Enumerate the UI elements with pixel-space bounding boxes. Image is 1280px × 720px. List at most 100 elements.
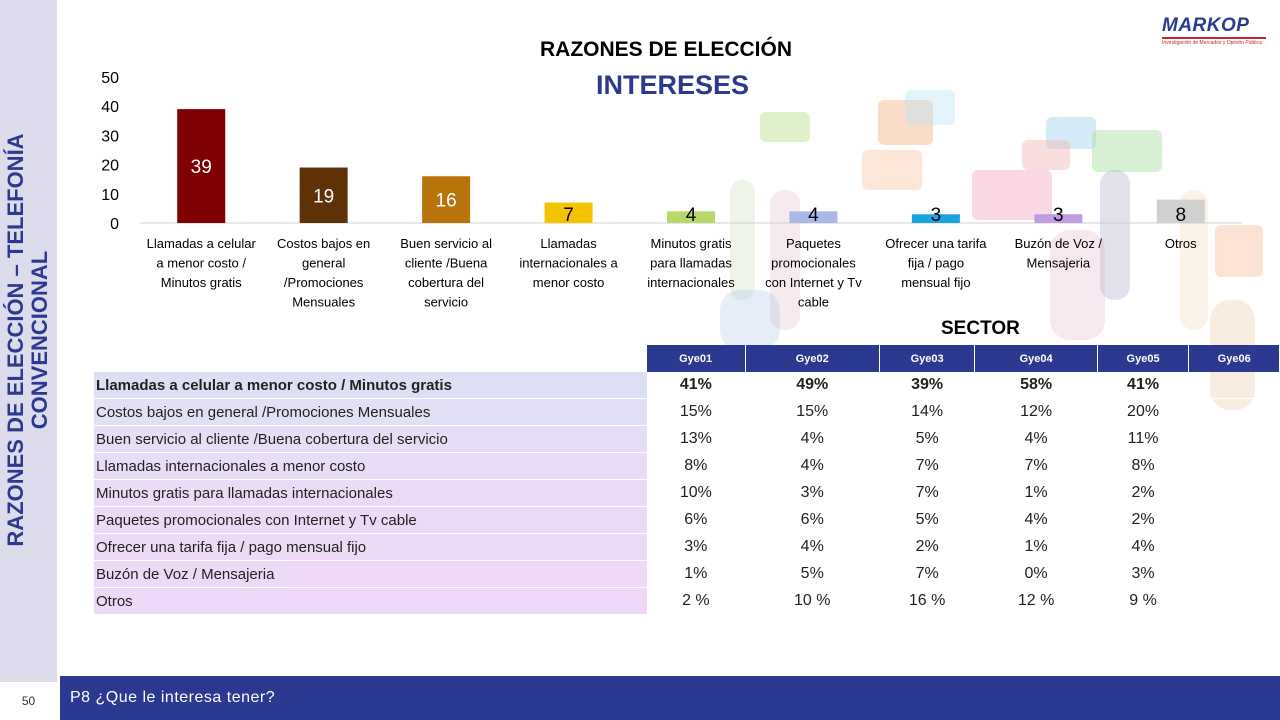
category-label-line: Llamadas — [540, 236, 597, 251]
table-cell: 3% — [1097, 560, 1189, 588]
table-cell: 5% — [879, 425, 975, 453]
bar — [789, 211, 838, 223]
y-axis: 0 10 20 30 40 50 — [101, 70, 119, 233]
table-header-blank — [94, 345, 647, 372]
speech-bubble-decoration — [1046, 117, 1096, 149]
table-cell: 10% — [646, 479, 746, 507]
y-tick-label: 20 — [101, 158, 119, 175]
table-cell — [1188, 560, 1280, 588]
category-label-line: para llamadas — [650, 256, 732, 271]
bar-value-label: 4 — [686, 205, 697, 226]
table-row-label: Minutos gratis para llamadas internacion… — [94, 479, 647, 507]
table-cell — [1188, 398, 1280, 426]
logo-tagline: Investigación de Mercados y Opinión Públ… — [1162, 40, 1262, 46]
sector-title: SECTOR — [941, 318, 1020, 339]
category-label-line: mensual fijo — [901, 275, 970, 290]
speech-bubble-decoration — [972, 170, 1052, 220]
table-row-label: Buzón de Voz / Mensajeria — [94, 560, 647, 588]
bar-value-label: 7 — [563, 205, 574, 226]
table-cell: 2 % — [646, 587, 746, 615]
y-tick-label: 30 — [101, 128, 119, 145]
logo-underline — [1162, 37, 1266, 39]
table-cell: 9 % — [1097, 587, 1189, 615]
bar — [177, 109, 226, 223]
table-cell: 58% — [974, 372, 1098, 399]
table-row: Paquetes promocionales con Internet y Tv… — [94, 506, 1280, 534]
table-cell: 41% — [646, 372, 746, 399]
table-cell: 11% — [1097, 425, 1189, 453]
table-row: Ofrecer una tarifa fija / pago mensual f… — [94, 533, 1280, 561]
category-label: Minutos gratis para llamadas internacional… — [647, 236, 735, 290]
y-tick-label: 50 — [101, 70, 119, 87]
category-label-line: menor costo — [533, 275, 605, 290]
table-cell: 15% — [646, 398, 746, 426]
bar-chart: 0 10 20 30 40 50 39 19 16 7 4 4 3 3 8 Llamadas a celu… — [101, 70, 1242, 310]
table-cell: 4% — [974, 425, 1098, 453]
category-label-line: cable — [798, 295, 829, 310]
table-header-cell: Gye02 — [745, 345, 880, 372]
table-cell: 1% — [974, 479, 1098, 507]
logo-brand: MARKOP — [1162, 15, 1250, 36]
table-cell: 4% — [974, 506, 1098, 534]
speech-bubble-decoration — [878, 100, 933, 145]
table-cell: 20% — [1097, 398, 1189, 426]
table-header-cell: Gye01 — [646, 345, 746, 372]
category-label: Buzón de Voz / Mensajeria — [1015, 236, 1103, 271]
table-cell: 7% — [879, 479, 975, 507]
table-cell: 7% — [879, 452, 975, 480]
chart-title: RAZONES DE ELECCIÓN — [540, 38, 793, 61]
category-label-line: a menor costo / — [156, 256, 246, 271]
table-cell: 1% — [646, 560, 746, 588]
table-row-label: Paquetes promocionales con Internet y Tv… — [94, 506, 647, 534]
footer-question: P8 ¿Que le interesa tener? — [60, 676, 1280, 720]
y-tick-label: 0 — [110, 216, 119, 233]
table-body: Llamadas a celular a menor costo / Minut… — [94, 372, 1280, 615]
bar — [911, 214, 960, 223]
category-label-line: cliente /Buena — [405, 256, 488, 271]
bar — [1034, 214, 1083, 223]
table-cell: 2% — [1097, 479, 1189, 507]
table-cell: 12 % — [974, 587, 1098, 615]
category-label-line: Ofrecer una tarifa — [885, 236, 987, 251]
person-figure-decoration — [730, 180, 755, 300]
table-cell: 1% — [974, 533, 1098, 561]
table-cell: 2% — [879, 533, 975, 561]
category-label-line: fija / pago — [908, 256, 964, 271]
table-cell: 15% — [745, 398, 880, 426]
bar-value-label: 4 — [808, 205, 819, 226]
category-label: Ofrecer una tarifa fija / pago mensual fij… — [885, 236, 987, 290]
speech-bubble-decoration — [862, 150, 922, 190]
bar — [299, 167, 348, 223]
category-label: Costos bajos en general/Promociones Mensua… — [277, 236, 370, 310]
table-row: Buen servicio al cliente /Buena cobertur… — [94, 425, 1280, 453]
table-cell: 41% — [1097, 372, 1189, 399]
table-cell: 4% — [1097, 533, 1189, 561]
table-cell: 4% — [745, 425, 880, 453]
sector-table: Gye01 Gye02 Gye03 Gye04 Gye05 Gye06 Llam… — [94, 345, 1280, 615]
person-figure-decoration — [1100, 170, 1130, 300]
table-cell: 12% — [974, 398, 1098, 426]
category-label-line: general — [302, 256, 345, 271]
table-cell — [1188, 479, 1280, 507]
bars-group: 39 19 16 7 4 4 3 3 8 — [177, 109, 1205, 226]
table-cell: 7% — [879, 560, 975, 588]
table-cell: 4% — [745, 452, 880, 480]
category-label-line: /Promociones — [284, 275, 364, 290]
table-row-label: Llamadas a celular a menor costo / Minut… — [94, 372, 647, 399]
table-cell — [1188, 372, 1280, 399]
table-cell: 6% — [745, 506, 880, 534]
table-cell: 16 % — [879, 587, 975, 615]
table-row: Otros 2 % 10 % 16 % 12 % 9 % — [94, 587, 1280, 615]
markop-logo: MARKOP Investigación de Mercados y Opini… — [1162, 15, 1266, 46]
bar — [544, 202, 593, 223]
category-label-line: cobertura del — [408, 275, 484, 290]
bar — [1156, 199, 1205, 223]
table-cell: 2% — [1097, 506, 1189, 534]
bar-value-label: 16 — [436, 191, 457, 212]
table-cell: 49% — [745, 372, 880, 399]
table-row-label: Ofrecer una tarifa fija / pago mensual f… — [94, 533, 647, 561]
table-cell: 39% — [879, 372, 975, 399]
y-tick-label: 10 — [101, 187, 119, 204]
table-row: Llamadas internacionales a menor costo 8%… — [94, 452, 1280, 480]
table-cell: 6% — [646, 506, 746, 534]
